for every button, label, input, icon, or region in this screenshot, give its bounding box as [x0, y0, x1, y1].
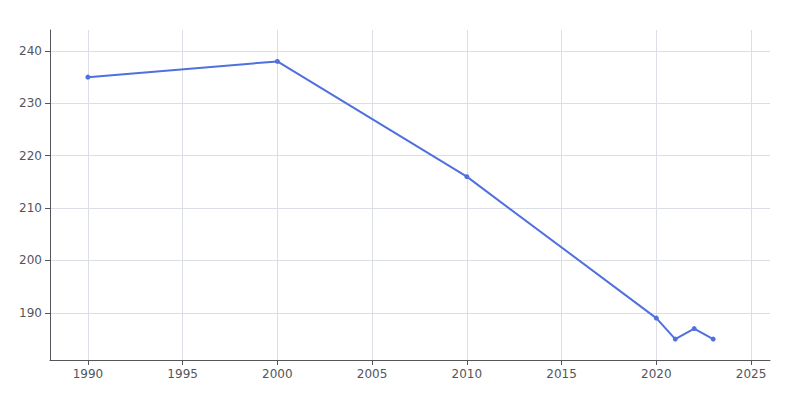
svg-text:1990: 1990: [73, 367, 104, 381]
svg-text:190: 190: [19, 306, 42, 320]
svg-text:230: 230: [19, 96, 42, 110]
svg-text:200: 200: [19, 253, 42, 267]
svg-text:220: 220: [19, 149, 42, 163]
svg-text:2010: 2010: [452, 367, 483, 381]
svg-text:1995: 1995: [167, 367, 198, 381]
svg-text:2015: 2015: [546, 367, 577, 381]
svg-text:2020: 2020: [641, 367, 672, 381]
svg-text:2005: 2005: [357, 367, 388, 381]
svg-text:2000: 2000: [262, 367, 293, 381]
svg-text:240: 240: [19, 44, 42, 58]
svg-text:210: 210: [19, 201, 42, 215]
svg-text:2025: 2025: [736, 367, 767, 381]
